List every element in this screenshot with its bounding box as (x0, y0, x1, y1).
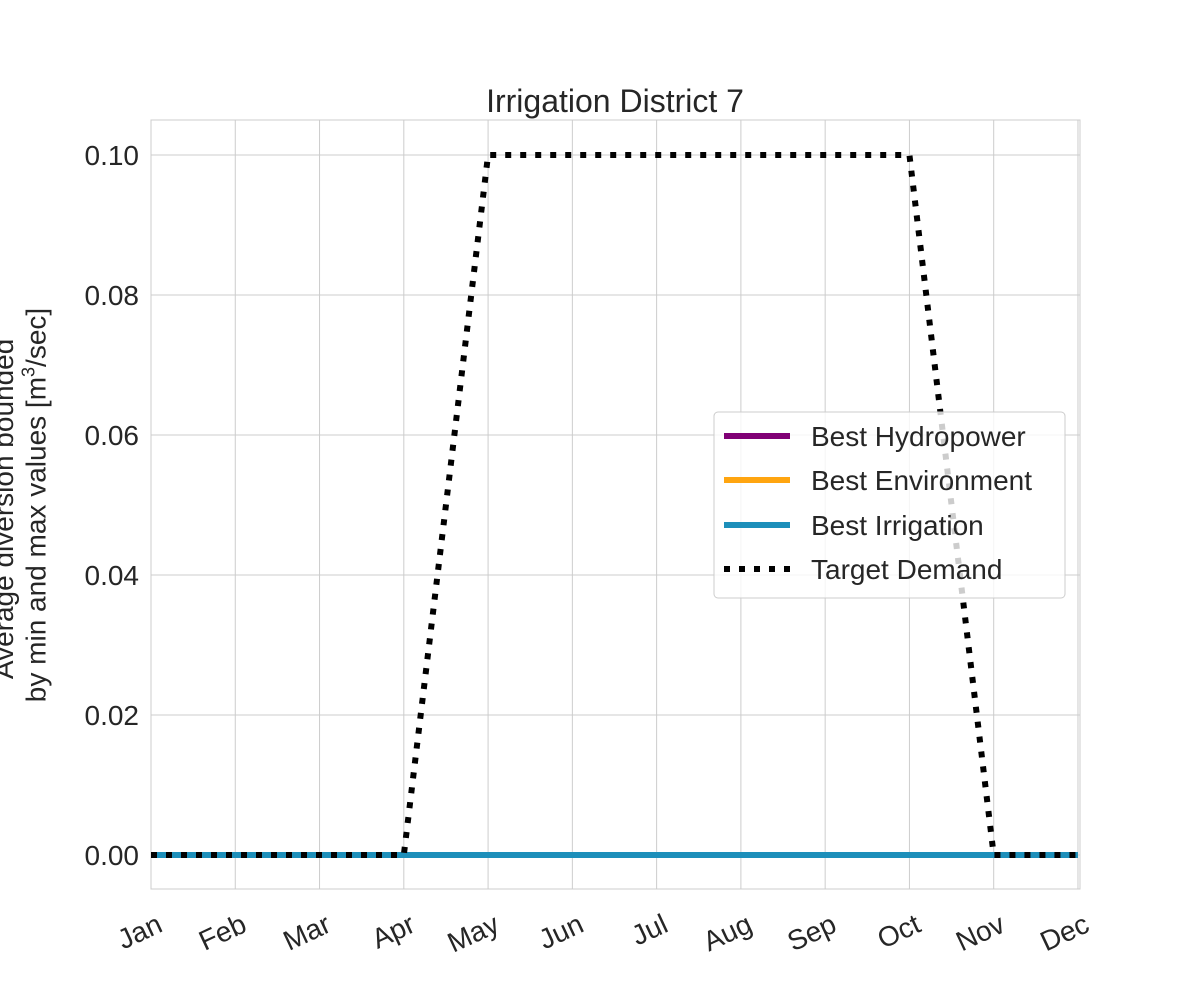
legend-label-best-hydropower: Best Hydropower (811, 421, 1026, 452)
x-tick-label: Nov (951, 908, 1009, 957)
x-axis-ticks: Jan Feb Mar Apr May Jun Jul Aug Sep Oct Nov Dec (113, 908, 1094, 959)
y-tick-label: 0.08 (85, 280, 140, 311)
x-tick-label: Jul (627, 908, 673, 951)
x-tick-label: Aug (698, 908, 756, 957)
x-tick-label: Sep (783, 908, 841, 957)
y-axis-label-line2-prefix: by min and max values [m (20, 377, 51, 702)
x-tick-label: Apr (367, 908, 420, 955)
y-tick-label: 0.04 (85, 560, 140, 591)
legend-label-best-environment: Best Environment (811, 465, 1032, 496)
x-tick-label: Feb (194, 908, 251, 956)
x-tick-label: Dec (1035, 908, 1093, 957)
legend-frame (713, 411, 1066, 599)
y-tick-label: 0.00 (85, 840, 140, 871)
y-tick-label: 0.10 (85, 140, 140, 171)
legend: Best Hydropower Best Environment Best Ir… (713, 411, 1066, 599)
y-axis-label-line1: Average diversion bounded (0, 339, 19, 679)
x-tick-label: Jun (534, 908, 588, 955)
y-axis-ticks: 0.00 0.02 0.04 0.06 0.08 0.10 (85, 140, 140, 871)
x-tick-label: Jan (113, 908, 167, 955)
y-tick-label: 0.06 (85, 420, 140, 451)
y-axis-label-line2-suffix: /sec] (20, 308, 51, 367)
chart-title: Irrigation District 7 (486, 83, 744, 119)
series-layer (151, 152, 1078, 858)
series-line-target-demand (151, 152, 1078, 858)
x-tick-label: May (443, 908, 504, 958)
legend-label-target-demand: Target Demand (811, 554, 1002, 585)
y-axis-label: Average diversion bounded by min and max… (0, 308, 51, 702)
x-tick-label: Oct (873, 908, 926, 955)
x-tick-label: Mar (278, 908, 335, 956)
legend-label-best-irrigation: Best Irrigation (811, 510, 984, 541)
y-axis-label-line2-sup: 3 (18, 367, 38, 377)
y-axis-label-line2: by min and max values [m3/sec] (18, 308, 51, 702)
y-tick-label: 0.02 (85, 700, 140, 731)
